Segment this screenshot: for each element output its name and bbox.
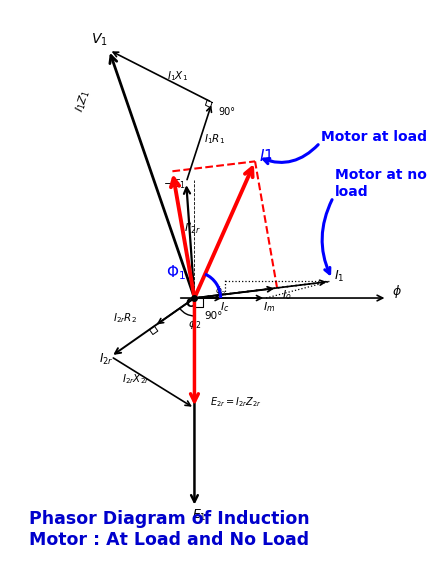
Text: Phasor Diagram of Induction
Motor : At Load and No Load: Phasor Diagram of Induction Motor : At L… <box>29 510 310 549</box>
Text: $\Phi_1$: $\Phi_1$ <box>166 263 186 282</box>
Text: $E_{2r} = I_{2r}Z_{2r}$: $E_{2r} = I_{2r}Z_{2r}$ <box>210 395 262 409</box>
Text: $I_{2r}$: $I_{2r}$ <box>99 352 113 367</box>
Text: $I_c$: $I_c$ <box>220 300 230 314</box>
Text: Motor at load: Motor at load <box>321 130 427 144</box>
Text: $E_1$: $E_1$ <box>191 507 206 522</box>
Text: $I'_{2r}$: $I'_{2r}$ <box>184 221 201 236</box>
Text: $I_1Z_1$: $I_1Z_1$ <box>73 89 93 114</box>
Text: $I_{2r}R_2$: $I_{2r}R_2$ <box>113 312 137 325</box>
Text: $I_o$: $I_o$ <box>281 288 291 302</box>
Text: $\phi_o$: $\phi_o$ <box>215 284 227 297</box>
Text: $-E_1$: $-E_1$ <box>163 177 186 191</box>
Text: $\phi$: $\phi$ <box>392 283 401 300</box>
Text: O: O <box>186 297 196 311</box>
Text: $I_{2r}X_{2r}$: $I_{2r}X_{2r}$ <box>123 373 151 386</box>
Text: $I_m$: $I_m$ <box>263 300 275 314</box>
Text: $I1$: $I1$ <box>259 148 274 164</box>
Text: $\phi_2$: $\phi_2$ <box>188 317 201 331</box>
Text: $I_1$: $I_1$ <box>334 269 344 284</box>
Text: $I_1R_1$: $I_1R_1$ <box>203 133 225 146</box>
Text: $I_1X_1$: $I_1X_1$ <box>167 69 188 83</box>
Text: 90°: 90° <box>219 107 236 117</box>
Text: 90°: 90° <box>204 311 223 321</box>
Text: Motor at no
load: Motor at no load <box>335 168 427 199</box>
Text: $V_1$: $V_1$ <box>91 32 108 48</box>
